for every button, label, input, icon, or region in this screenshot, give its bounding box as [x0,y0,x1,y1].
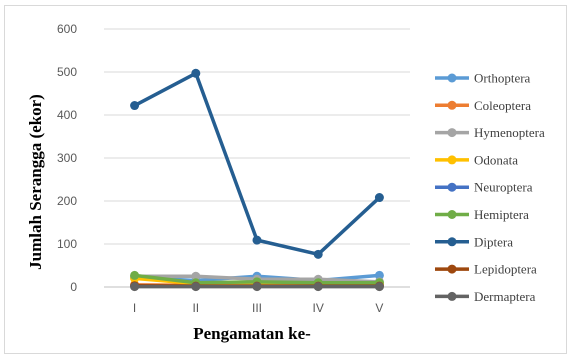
legend-label: Orthoptera [474,71,531,86]
y-tick-label: 500 [57,65,77,79]
x-axis-ticks: I II III IV V [133,301,383,315]
legend-label: Odonata [474,152,518,167]
x-tick-label: II [192,301,199,315]
x-tick-label: V [375,301,383,315]
y-axis-title: Jumlah Serangga (ekor) [26,94,45,270]
data-point [374,193,384,203]
data-point [313,282,323,292]
legend-swatch-marker [447,210,457,219]
legend-item-orthoptera: Orthoptera [435,71,531,86]
y-tick-label: 600 [57,22,77,36]
data-point [374,270,384,280]
legend-label: Dermaptera [474,289,536,304]
legend-item-neuroptera: Neuroptera [435,180,533,195]
legend-swatch-marker [447,100,457,110]
x-tick-label: IV [313,301,324,315]
y-tick-label: 200 [57,194,77,208]
legend-item-coleoptera: Coleoptera [435,98,531,113]
legend-item-lepidoptera: Lepidoptera [435,262,537,277]
data-point [374,282,384,292]
legend-item-dermaptera: Dermaptera [435,289,536,304]
legend-label: Coleoptera [474,98,531,113]
y-tick-label: 0 [70,280,77,294]
legend-label: Neuroptera [474,180,533,195]
legend-swatch-marker [447,182,457,192]
data-point [130,270,140,280]
legend-swatch-marker [447,264,457,274]
gridlines [104,28,410,288]
data-point [252,282,262,292]
data-point [191,68,201,78]
legend-item-hemiptera: Hemiptera [435,207,529,222]
legend-swatch-marker [447,291,457,301]
legend-item-hymenoptera: Hymenoptera [435,125,545,140]
data-point [313,249,323,259]
legend-item-odonata: Odonata [435,152,518,167]
legend-label: Lepidoptera [474,262,537,277]
x-tick-label: III [252,301,262,315]
series-lines [130,68,384,292]
data-point [130,282,140,292]
legend-label: Diptera [474,234,513,249]
legend-swatch-marker [447,128,457,138]
x-tick-label: I [133,301,136,315]
y-tick-label: 100 [57,237,77,251]
legend-label: Hemiptera [474,207,529,222]
data-point [191,271,201,281]
series-dermaptera [130,282,384,292]
series-line [133,71,381,257]
data-point [130,101,140,111]
legend-label: Hymenoptera [474,125,545,140]
series-diptera [130,68,384,259]
legend-swatch-marker [447,73,457,83]
legend-swatch-marker [447,155,457,165]
y-tick-label: 400 [57,108,77,122]
y-axis-ticks: 0 100 200 300 400 500 600 [57,22,77,294]
y-tick-label: 300 [57,151,77,165]
chart-frame [4,5,567,354]
data-point [191,282,201,292]
legend-swatch-marker [447,237,457,247]
legend-item-diptera: Diptera [435,234,513,249]
legend: Orthoptera Coleoptera Hymenoptera Odonata Ne… [435,71,545,304]
x-axis-title: Pengamatan ke- [193,324,311,343]
data-point [252,235,262,245]
